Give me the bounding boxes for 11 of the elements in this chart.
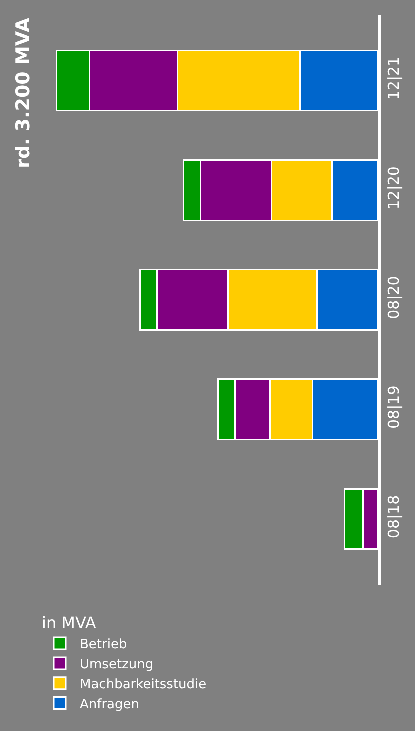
y-tick-label: 08|19 [385, 386, 403, 429]
legend-label: Umsetzung [80, 658, 154, 673]
legend-title: in MVA [42, 614, 96, 633]
legend-label: Machbarkeitsstudie [80, 677, 207, 692]
legend-label: Anfragen [80, 697, 140, 712]
y-tick-label: 08|20 [385, 276, 403, 320]
legend-label: Betrieb [80, 638, 128, 653]
y-tick-label: 12|20 [385, 166, 403, 210]
y-tick-label: 12|21 [385, 56, 403, 100]
text: rd. 3.200 MVA [12, 18, 34, 168]
y-tick-label: 08|18 [385, 495, 403, 539]
